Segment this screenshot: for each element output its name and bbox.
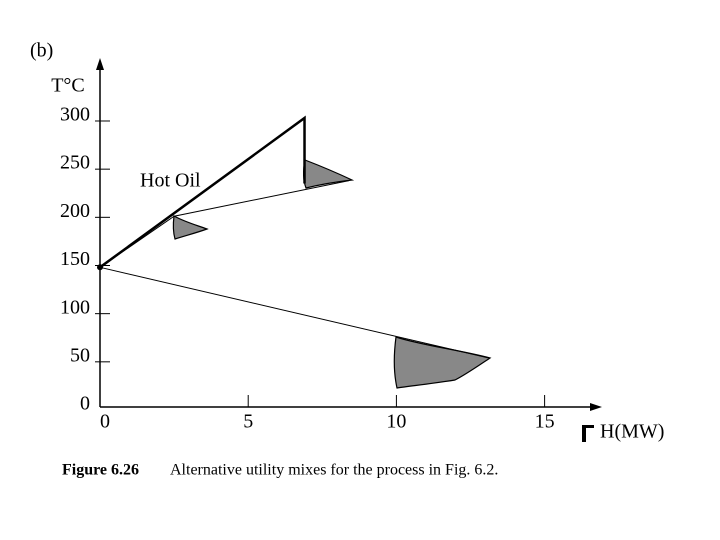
x-tick-label: 0	[100, 411, 110, 433]
y-arrow	[96, 58, 104, 70]
annotation: Hot Oil	[140, 170, 201, 192]
series-line	[99, 180, 350, 268]
series-line	[99, 266, 489, 359]
x-arrow	[590, 403, 602, 411]
region	[303, 159, 355, 189]
series-line	[99, 115, 306, 269]
y-tick-label: 50	[70, 344, 90, 366]
x-tick-label: 5	[243, 411, 253, 433]
y-tick-label: 300	[60, 104, 90, 126]
heat-exchange-regions	[172, 159, 492, 389]
y-tick-label: 250	[60, 152, 90, 174]
x-tick-label: 15	[535, 411, 555, 433]
axes	[99, 66, 594, 408]
x-tick-label: 10	[386, 411, 406, 433]
caption-text: Alternative utility mixes for the proces…	[170, 462, 498, 479]
y-tick-label: 0	[80, 393, 90, 415]
y-tick-label: 100	[60, 296, 90, 318]
panel-label: (b)	[30, 40, 53, 62]
region	[393, 336, 492, 389]
y-tick-label: 200	[60, 200, 90, 222]
y-axis-label: T°C	[51, 75, 85, 97]
region	[172, 215, 209, 240]
origin-point	[97, 264, 103, 271]
caption-label: Figure 6.26	[62, 462, 139, 479]
y-tick-label: 150	[60, 248, 90, 270]
delta-glyph	[582, 425, 594, 442]
x-axis-label: H(MW)	[600, 421, 664, 443]
